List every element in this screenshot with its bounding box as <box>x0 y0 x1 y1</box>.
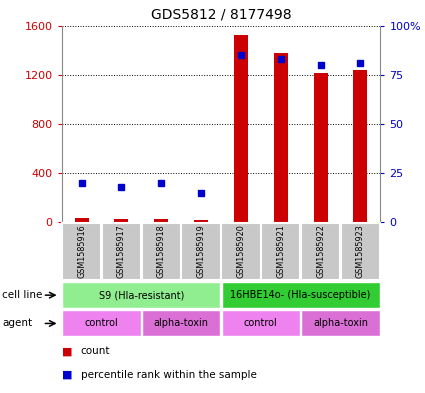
Bar <box>102 222 141 281</box>
Text: GSM1585917: GSM1585917 <box>117 225 126 278</box>
Bar <box>194 220 208 222</box>
Text: percentile rank within the sample: percentile rank within the sample <box>81 370 257 380</box>
Bar <box>314 73 328 222</box>
Text: ■: ■ <box>62 370 72 380</box>
Bar <box>222 310 300 336</box>
Title: GDS5812 / 8177498: GDS5812 / 8177498 <box>151 7 291 22</box>
Bar <box>301 222 340 281</box>
Bar <box>221 222 261 281</box>
Text: GSM1585916: GSM1585916 <box>77 225 86 278</box>
Text: ■: ■ <box>62 346 72 356</box>
Bar <box>62 282 220 308</box>
Bar <box>234 35 248 222</box>
Bar <box>154 219 168 222</box>
Bar <box>114 219 128 222</box>
Bar <box>142 222 181 281</box>
Text: cell line: cell line <box>2 290 42 300</box>
Bar <box>301 310 380 336</box>
Bar <box>74 219 88 222</box>
Text: agent: agent <box>2 318 32 329</box>
Bar <box>181 222 221 281</box>
Text: S9 (Hla-resistant): S9 (Hla-resistant) <box>99 290 184 300</box>
Bar <box>341 222 380 281</box>
Bar <box>62 310 141 336</box>
Text: GSM1585918: GSM1585918 <box>157 225 166 278</box>
Text: GSM1585919: GSM1585919 <box>197 225 206 278</box>
Bar <box>274 53 288 222</box>
Text: GSM1585921: GSM1585921 <box>276 225 285 278</box>
Text: 16HBE14o- (Hla-susceptible): 16HBE14o- (Hla-susceptible) <box>230 290 371 300</box>
Text: GSM1585922: GSM1585922 <box>316 224 325 279</box>
Bar <box>62 222 101 281</box>
Text: GSM1585920: GSM1585920 <box>236 225 245 278</box>
Text: count: count <box>81 346 110 356</box>
Bar <box>354 70 368 222</box>
Bar <box>261 222 300 281</box>
Text: GSM1585923: GSM1585923 <box>356 225 365 278</box>
Text: alpha-toxin: alpha-toxin <box>313 318 368 329</box>
Text: control: control <box>85 318 118 329</box>
Text: control: control <box>244 318 278 329</box>
Text: alpha-toxin: alpha-toxin <box>154 318 209 329</box>
Bar <box>142 310 220 336</box>
Bar <box>222 282 380 308</box>
